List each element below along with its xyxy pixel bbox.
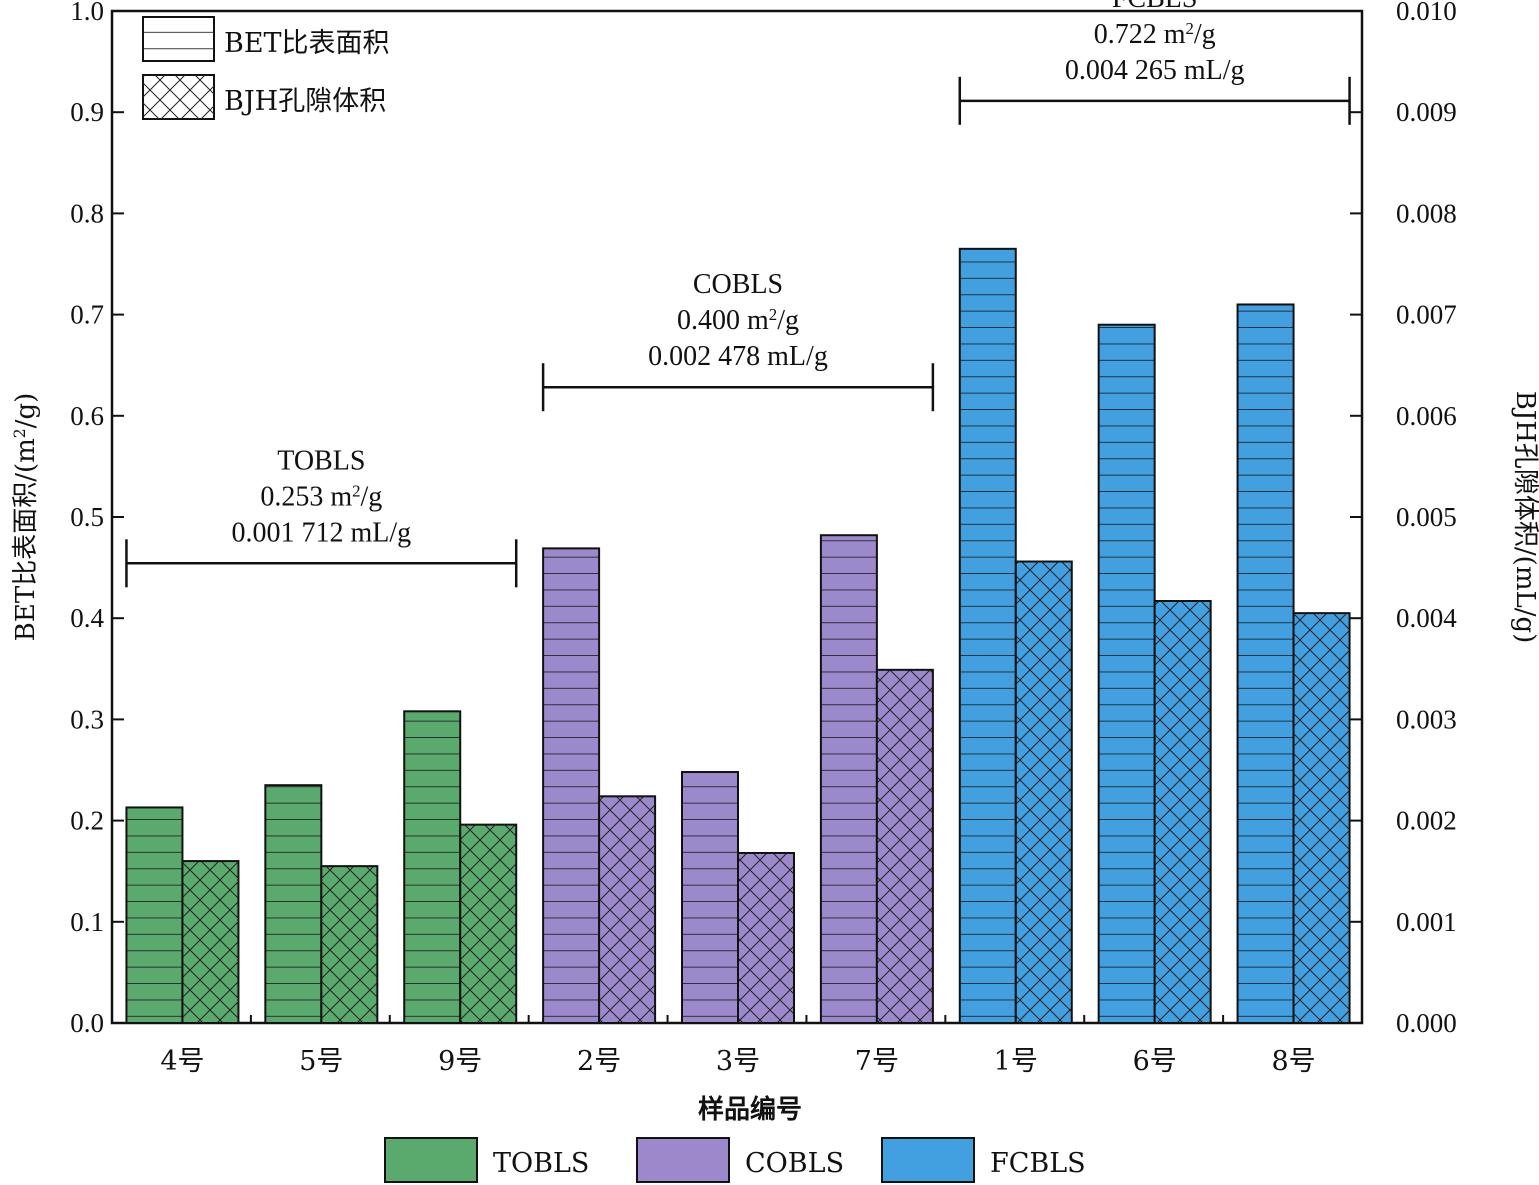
legend-label-COBLS: COBLS xyxy=(745,1148,844,1179)
annotation-text-FCBLS: 0.004 265 mL/g xyxy=(1065,55,1245,86)
bar-bjh-pattern xyxy=(1292,612,1351,1024)
y2-tick-label: 0.003 xyxy=(1396,704,1457,734)
y-tick-label: 0.8 xyxy=(70,198,104,228)
annotation-text-TOBLS: 0.001 712 mL/g xyxy=(231,517,411,548)
bar-bjh-pattern xyxy=(320,865,379,1025)
y2-tick-label: 0.007 xyxy=(1396,300,1457,330)
bar-bet-pattern xyxy=(958,247,1017,1024)
bar-bet-pattern xyxy=(125,806,184,1024)
y-tick-label: 0.6 xyxy=(70,401,104,431)
y2-tick-label: 0.005 xyxy=(1396,502,1457,532)
bar-bet-pattern xyxy=(819,534,878,1024)
y-tick-label: 0.3 xyxy=(70,704,104,734)
y2-tick-label: 0.000 xyxy=(1396,1008,1457,1038)
annotation-text-COBLS: 0.002 478 mL/g xyxy=(648,341,828,372)
annotation-text-COBLS: 0.400 m2/g xyxy=(677,305,799,337)
legend-label-bet: BET比表面积 xyxy=(224,28,390,59)
y-tick-label: 0.0 xyxy=(70,1008,104,1038)
x-tick-label: 9号 xyxy=(438,1046,482,1077)
y2-tick-label: 0.002 xyxy=(1396,806,1457,836)
bar-bet-pattern xyxy=(542,547,601,1024)
y-tick-label: 0.1 xyxy=(70,907,104,937)
x-tick-label: 5号 xyxy=(299,1046,343,1077)
bar-bet-pattern xyxy=(403,710,462,1025)
bar-bjh-pattern xyxy=(459,823,518,1025)
y2-tick-label: 0.004 xyxy=(1396,603,1457,633)
x-tick-label: 3号 xyxy=(716,1046,760,1077)
bar-bet-pattern xyxy=(1097,323,1156,1025)
x-tick-label: 2号 xyxy=(577,1046,621,1077)
bar-bet-pattern xyxy=(264,784,323,1024)
x-tick-label: 7号 xyxy=(855,1046,899,1077)
y2-tick-label: 0.001 xyxy=(1396,907,1457,937)
legend-swatch-bjh-pattern xyxy=(143,75,214,119)
bar-bjh-pattern xyxy=(875,668,934,1024)
annotation-text-FCBLS: FCBLS xyxy=(1112,0,1198,14)
bar-bjh-pattern xyxy=(1014,560,1073,1024)
x-tick-label: 1号 xyxy=(994,1046,1038,1077)
annotation-text-TOBLS: 0.253 m2/g xyxy=(260,481,382,512)
bar-bjh-pattern xyxy=(598,795,657,1025)
y-tick-label: 0.4 xyxy=(70,603,104,633)
y-tick-label: 0.9 xyxy=(70,97,104,127)
y2-tick-label: 0.010 xyxy=(1396,0,1457,26)
legend-swatch-COBLS xyxy=(636,1137,730,1183)
bar-bjh-pattern xyxy=(1153,599,1212,1024)
annotation-text-COBLS: COBLS xyxy=(693,269,783,300)
bar-bet-pattern xyxy=(681,771,739,1024)
bar-bet-pattern xyxy=(1236,303,1295,1025)
y-axis-title: BET比表面积/(m2/g) xyxy=(11,393,41,641)
annotation-text-TOBLS: TOBLS xyxy=(277,445,365,476)
legend-label-TOBLS: TOBLS xyxy=(493,1148,589,1179)
bar-bjh-pattern xyxy=(181,860,240,1025)
annotation-text-FCBLS: 0.722 m2/g xyxy=(1094,18,1216,50)
x-axis-title: 样品编号 xyxy=(698,1094,802,1125)
x-tick-label: 6号 xyxy=(1133,1046,1177,1077)
bar-bjh-pattern xyxy=(737,851,795,1025)
legend-swatch-FCBLS xyxy=(881,1137,975,1183)
legend-label-bjh: BJH孔隙体积 xyxy=(224,86,386,117)
y2-tick-label: 0.009 xyxy=(1396,97,1457,127)
legend-swatch-bet-pattern xyxy=(143,17,214,61)
y-tick-label: 0.5 xyxy=(70,502,104,532)
x-tick-label: 4号 xyxy=(160,1046,204,1077)
y-tick-label: 0.2 xyxy=(70,806,104,836)
legend-label-FCBLS: FCBLS xyxy=(990,1148,1086,1179)
y2-tick-label: 0.008 xyxy=(1396,198,1457,228)
y2-axis-title: BJH孔隙体积/(mL/g) xyxy=(1510,391,1539,644)
x-tick-label: 8号 xyxy=(1271,1046,1315,1077)
y-tick-label: 0.7 xyxy=(70,300,104,330)
y-tick-label: 1.0 xyxy=(70,0,104,26)
y2-tick-label: 0.006 xyxy=(1396,401,1457,431)
legend-swatch-TOBLS xyxy=(384,1137,478,1183)
